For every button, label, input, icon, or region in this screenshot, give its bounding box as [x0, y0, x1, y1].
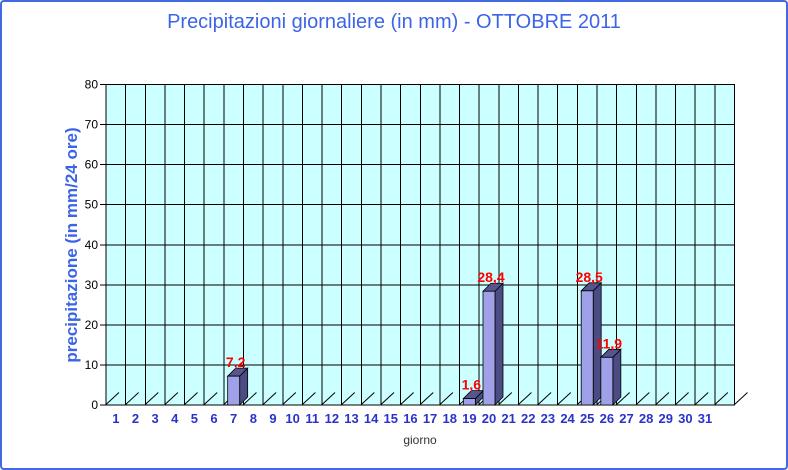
floor-depth-line [125, 392, 139, 405]
day-label-25: 25 [580, 411, 594, 426]
bar-side-day-26 [612, 348, 622, 406]
floor-depth-line [694, 392, 709, 405]
day-label-21: 21 [501, 411, 515, 426]
day-label-5: 5 [191, 411, 198, 426]
floor-depth-line [203, 392, 218, 405]
day-label-20: 20 [482, 411, 496, 426]
day-label-13: 13 [344, 411, 358, 426]
bar-day-26 [600, 356, 614, 406]
y-tick-label: 10 [85, 358, 99, 372]
value-label-day-20: 28,4 [477, 269, 504, 285]
floor-depth-line [734, 392, 748, 405]
day-label-14: 14 [364, 411, 379, 426]
floor-depth-line [262, 392, 277, 405]
bar-day-25 [580, 290, 594, 406]
bar-day-7 [227, 375, 241, 406]
floor-depth-line [714, 392, 729, 405]
floor-depth-line [557, 392, 572, 405]
floor-depth-line [616, 392, 630, 405]
floor-depth-line [537, 392, 552, 405]
y-tick-label: 50 [85, 198, 99, 212]
bar-side-day-20 [494, 282, 504, 406]
bar-day-20 [482, 290, 496, 406]
day-label-27: 27 [619, 411, 633, 426]
x-axis-title: giorno [403, 433, 437, 447]
floor-depth-line [498, 392, 513, 405]
floor-depth-line [439, 392, 454, 405]
floor-depth-line [635, 392, 650, 405]
floor-depth-line [302, 392, 316, 405]
floor-depth-line [144, 392, 159, 405]
floor-depth-line [341, 392, 356, 405]
day-label-3: 3 [151, 411, 158, 426]
bar-day-19 [462, 398, 476, 406]
y-tick-label: 80 [85, 78, 99, 92]
day-label-12: 12 [325, 411, 339, 426]
floor-depth-line [184, 392, 198, 405]
day-label-31: 31 [698, 411, 712, 426]
floor-depth-line [243, 392, 257, 405]
value-label-day-26: 11,9 [596, 335, 623, 351]
floor-depth-line [282, 392, 297, 405]
floor-depth-line [419, 392, 434, 405]
floor-depth-line [655, 392, 670, 405]
day-label-1: 1 [112, 411, 119, 426]
y-tick-label: 30 [85, 278, 99, 292]
day-label-17: 17 [423, 411, 437, 426]
floor-depth-line [321, 392, 336, 405]
day-label-29: 29 [659, 411, 673, 426]
day-label-9: 9 [269, 411, 276, 426]
y-tick-label: 0 [91, 398, 98, 412]
y-tick-label: 40 [85, 238, 99, 252]
floor-depth-line [105, 392, 120, 405]
floor-depth-line [380, 392, 395, 405]
floor-depth-line [164, 392, 179, 405]
day-label-22: 22 [521, 411, 535, 426]
day-label-26: 26 [600, 411, 614, 426]
day-label-4: 4 [171, 411, 179, 426]
y-tick-label: 70 [85, 118, 99, 132]
day-label-6: 6 [210, 411, 217, 426]
day-label-30: 30 [678, 411, 692, 426]
day-label-11: 11 [305, 411, 319, 426]
floor-depth-line [675, 392, 689, 405]
day-label-28: 28 [639, 411, 653, 426]
day-label-23: 23 [541, 411, 555, 426]
chart-title: Precipitazioni giornaliere (in mm) - OTT… [167, 11, 621, 33]
day-label-15: 15 [384, 411, 398, 426]
day-label-8: 8 [250, 411, 257, 426]
floor-depth-line [518, 392, 532, 405]
value-label-day-19: 1,6 [462, 377, 482, 393]
y-tick-label: 60 [85, 158, 99, 172]
day-label-24: 24 [560, 411, 575, 426]
day-label-16: 16 [403, 411, 417, 426]
floor-depth-line [360, 392, 375, 405]
value-label-day-25: 28,5 [576, 269, 603, 285]
day-label-18: 18 [442, 411, 456, 426]
floor-depth-line [400, 392, 414, 405]
day-label-7: 7 [230, 411, 237, 426]
y-tick-label: 20 [85, 318, 99, 332]
value-label-day-7: 7,2 [226, 354, 246, 370]
day-label-2: 2 [132, 411, 139, 426]
day-label-19: 19 [462, 411, 476, 426]
day-label-10: 10 [285, 411, 299, 426]
